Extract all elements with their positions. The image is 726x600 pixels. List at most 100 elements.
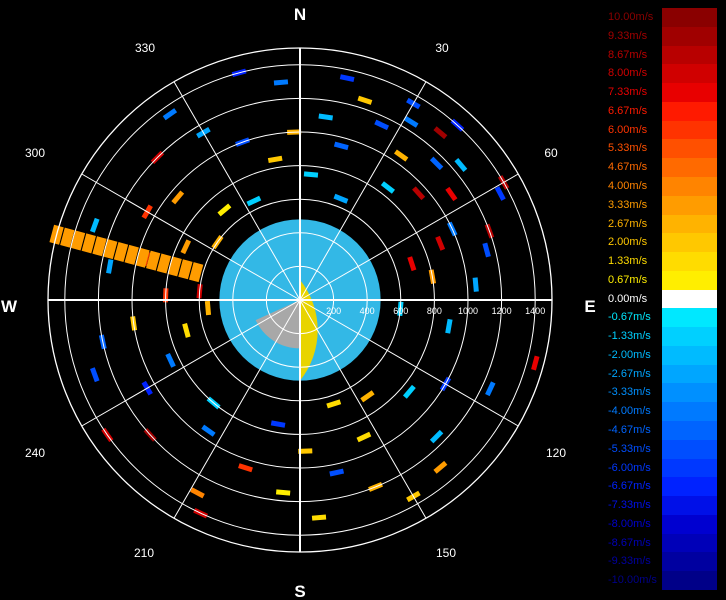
- azimuth-label-210: 210: [134, 546, 154, 560]
- velocity-gate: [445, 186, 458, 202]
- legend-label: -8.00m/s: [608, 517, 651, 530]
- range-tick-label: 200: [326, 306, 341, 316]
- near-range-echo-weak: [255, 300, 300, 349]
- legend-label: 0.67m/s: [608, 273, 648, 286]
- legend-label: -2.67m/s: [608, 367, 651, 380]
- legend-row: 6.67m/s: [605, 101, 717, 121]
- legend-swatch: [662, 176, 717, 196]
- legend-row: -6.00m/s: [605, 458, 717, 478]
- legend-row: -10.00m/s: [605, 571, 717, 590]
- azimuth-spoke: [299, 173, 519, 301]
- velocity-gate: [329, 468, 345, 477]
- range-tick-label: 400: [360, 306, 375, 316]
- velocity-gate: [339, 74, 355, 83]
- legend-swatch: [662, 345, 717, 365]
- azimuth-label-30: 30: [435, 41, 449, 55]
- velocity-gate: [333, 141, 349, 151]
- legend-swatch: [662, 139, 717, 159]
- legend-row: 2.00m/s: [605, 233, 717, 253]
- legend-swatch: [662, 8, 717, 27]
- compass-west-label: W: [1, 297, 18, 316]
- velocity-gate: [394, 149, 409, 162]
- velocity-gate: [178, 259, 193, 280]
- velocity-gate: [201, 424, 216, 437]
- legend-label: 7.33m/s: [608, 86, 648, 99]
- legend-swatch: [662, 270, 717, 290]
- legend-swatch: [662, 233, 717, 253]
- velocity-gate: [113, 242, 129, 263]
- legend-swatch: [662, 120, 717, 140]
- legend-label: 2.67m/s: [608, 217, 648, 230]
- legend-swatch: [662, 383, 717, 403]
- velocity-gate: [204, 300, 212, 316]
- legend-row: 6.00m/s: [605, 120, 717, 140]
- legend-label: 10.00m/s: [608, 11, 654, 23]
- legend-label: 4.00m/s: [608, 179, 648, 192]
- azimuth-spoke: [81, 299, 301, 427]
- velocity-gate: [146, 250, 161, 271]
- legend-swatch: [662, 514, 717, 534]
- legend-label: -6.00m/s: [608, 461, 651, 474]
- legend-label: 4.67m/s: [608, 161, 648, 174]
- range-tick-label: 1200: [492, 306, 512, 316]
- azimuth-spoke: [299, 299, 427, 519]
- velocity-gate: [190, 487, 205, 499]
- velocity-gate: [106, 259, 114, 274]
- legend-label: 1.33m/s: [608, 255, 648, 268]
- velocity-gate: [81, 233, 96, 254]
- radar-origin-icon: [294, 294, 306, 306]
- velocity-gate: [246, 195, 262, 207]
- azimuth-label-330: 330: [135, 41, 155, 55]
- azimuth-label-150: 150: [436, 546, 456, 560]
- legend-row: -6.67m/s: [605, 477, 717, 497]
- legend-row: -8.00m/s: [605, 514, 717, 534]
- velocity-gate: [70, 230, 86, 251]
- velocity-gate: [412, 186, 426, 201]
- azimuth-label-300: 300: [25, 146, 45, 160]
- legend-row: -8.67m/s: [605, 533, 717, 553]
- legend-swatch: [662, 308, 717, 328]
- velocity-gate: [429, 156, 444, 171]
- legend-row: 4.67m/s: [605, 158, 717, 177]
- velocity-gate: [357, 95, 373, 105]
- legend-swatch: [662, 364, 717, 384]
- velocity-gate: [326, 399, 342, 409]
- legend-swatch: [662, 496, 717, 515]
- legend-swatch: [662, 477, 717, 497]
- velocity-gate: [404, 116, 419, 128]
- velocity-gate: [267, 155, 283, 164]
- velocity-gate: [374, 119, 390, 131]
- velocity-gate: [182, 323, 191, 338]
- legend-row: -2.00m/s: [605, 345, 717, 365]
- legend-label: -0.67m/s: [608, 311, 651, 324]
- velocity-gate: [270, 420, 286, 428]
- legend-swatch: [662, 571, 717, 590]
- velocity-gate: [356, 431, 372, 443]
- legend-swatch: [662, 101, 717, 121]
- legend-row: 7.33m/s: [605, 83, 717, 102]
- legend-swatch: [662, 195, 717, 215]
- velocity-gate: [445, 318, 453, 334]
- velocity-gate: [433, 460, 448, 474]
- velocity-gate: [435, 235, 446, 251]
- legend-row: 8.67m/s: [605, 45, 717, 65]
- velocity-gate: [162, 108, 178, 121]
- azimuth-spoke: [299, 81, 427, 301]
- azimuth-label-60: 60: [544, 146, 558, 160]
- legend-label: -4.67m/s: [608, 424, 651, 437]
- legend-swatch: [662, 158, 717, 177]
- velocity-gate: [171, 190, 185, 205]
- velocity-gate: [407, 256, 417, 272]
- legend-swatch: [662, 252, 717, 271]
- axis-labels: N S E W 30 60 120 150 210 240 300 330: [1, 5, 596, 600]
- legend-label: 3.33m/s: [608, 198, 648, 211]
- legend-label: 8.00m/s: [608, 67, 648, 80]
- azimuth-spoke: [299, 299, 519, 427]
- legend-label: -10.00m/s: [608, 574, 657, 587]
- velocity-gate: [156, 253, 172, 274]
- velocity-gate: [318, 113, 333, 121]
- velocity-gate: [273, 79, 289, 86]
- legend-label: -2.00m/s: [608, 348, 651, 361]
- velocity-gate: [124, 244, 139, 265]
- compass-south-label: S: [294, 582, 305, 600]
